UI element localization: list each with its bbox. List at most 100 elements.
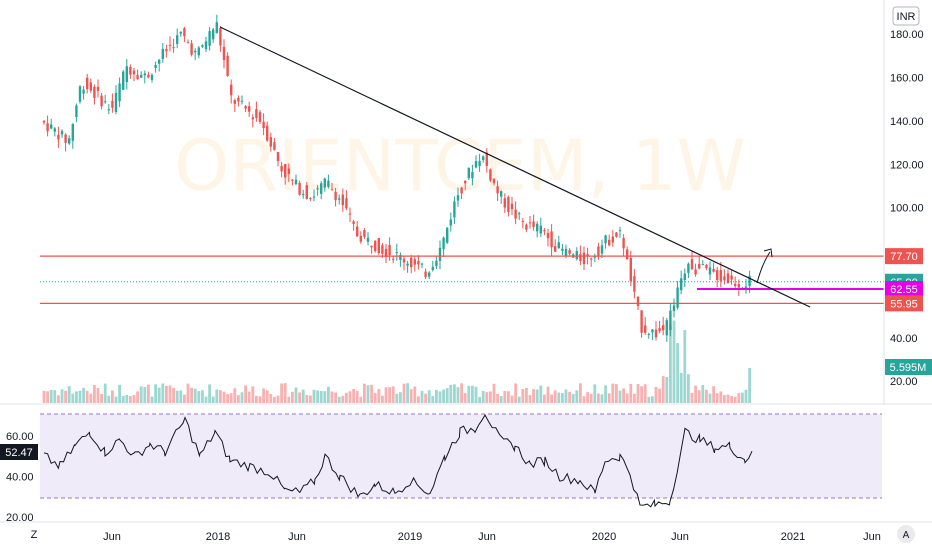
candle-body [122, 71, 125, 90]
candle-body [518, 213, 521, 215]
volume-bar [525, 388, 528, 403]
candle-body [107, 109, 110, 111]
candle-body [255, 109, 258, 118]
candle-body [68, 138, 71, 144]
candle-body [600, 245, 604, 254]
volume-bar [280, 383, 283, 403]
candle-body [269, 137, 272, 147]
volume-bar [417, 396, 420, 403]
candle-body [550, 231, 553, 248]
volume-bar [330, 391, 334, 403]
candle-body [669, 310, 672, 331]
projection-arrowhead [763, 248, 773, 258]
volume-bar [186, 383, 190, 403]
volume-bar [247, 391, 251, 403]
candle-body [75, 105, 78, 117]
candle-body [359, 235, 362, 242]
volume-bar [42, 390, 46, 403]
volume-bar [456, 387, 460, 403]
candle-body [298, 182, 301, 195]
candle-body [615, 232, 618, 237]
candle-body [334, 191, 337, 201]
volume-bar [348, 391, 352, 403]
trendline[interactable] [219, 26, 811, 308]
candle-body [381, 245, 384, 254]
candle-body [392, 258, 395, 260]
candle-body [154, 64, 157, 69]
volume-bar [575, 390, 579, 403]
candle-body [194, 50, 197, 53]
candle-body [647, 333, 650, 335]
volume-bar [622, 388, 625, 403]
price-tick-label: 40.00 [890, 333, 918, 345]
volume-bar [305, 394, 309, 403]
rsi-current-badge [0, 444, 38, 460]
volume-bar [121, 395, 125, 403]
volume-bar [503, 390, 507, 403]
volume-bar [611, 383, 615, 403]
time-tick-label: 2020 [592, 531, 616, 543]
volume-bar [532, 389, 535, 403]
rsi-band [40, 414, 882, 498]
candle-body [428, 272, 431, 277]
rsi-tick-label: 20.00 [6, 512, 34, 524]
rsi-line [43, 413, 753, 508]
candle-body [611, 236, 614, 243]
candle-body [158, 59, 161, 64]
candle-body [273, 142, 276, 150]
volume-bar [701, 385, 705, 403]
candle-body [734, 283, 737, 287]
volume-bar [78, 390, 82, 403]
volume-bar [582, 396, 586, 403]
candle-body [712, 268, 715, 272]
volume-bar [269, 393, 273, 403]
candle-body [222, 46, 226, 60]
volume-bar [471, 385, 474, 403]
candle-body [604, 235, 607, 244]
auto-scale-button[interactable]: A [903, 530, 910, 541]
candle-body [633, 276, 636, 292]
candle-body [593, 256, 596, 258]
volume-bar [726, 394, 730, 403]
candle-body [665, 320, 668, 336]
currency-badge[interactable] [892, 6, 920, 26]
volume-bar [283, 383, 287, 403]
candle-body [521, 220, 524, 222]
volume-bar [402, 383, 406, 403]
volume-bar [337, 396, 341, 403]
volume-bar [478, 396, 481, 403]
candle-body [651, 329, 654, 333]
volume-bar [355, 390, 359, 403]
volume-bar [521, 389, 525, 403]
volume-bar [463, 393, 467, 403]
volume-bar [226, 394, 229, 403]
volume-bar [618, 390, 622, 403]
volume-bar [96, 388, 100, 403]
candle-body [640, 310, 643, 333]
candle-body [348, 213, 352, 215]
candle-body [294, 179, 298, 184]
candle-body [716, 270, 719, 281]
candle-body [478, 160, 481, 167]
candle-body [672, 305, 676, 311]
time-tick-label: 2019 [398, 531, 422, 543]
candle-body [500, 191, 503, 197]
candle-body [464, 180, 467, 184]
candle-body [557, 242, 560, 249]
volume-bar [449, 384, 453, 403]
candle-body [266, 125, 269, 141]
zoom-button[interactable]: Z [31, 529, 38, 541]
volume-bar [319, 390, 323, 403]
candle-body [683, 273, 686, 280]
volume-bar [543, 394, 546, 403]
volume-bar [438, 391, 442, 403]
volume-bar [46, 391, 49, 403]
candle-body [438, 247, 442, 261]
projection-arrow[interactable] [756, 251, 771, 284]
volume-bar [258, 396, 262, 403]
candle-body [608, 239, 611, 246]
volume-bar [240, 392, 244, 403]
candle-body [356, 226, 359, 237]
candle-body [352, 221, 355, 224]
